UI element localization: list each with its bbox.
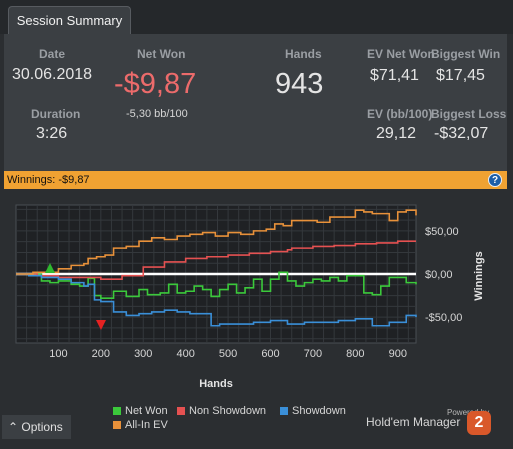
brand-logo-icon: 2 — [467, 411, 491, 435]
max-winnings-marker-icon — [45, 263, 55, 273]
x-axis-label: Hands — [199, 378, 233, 390]
min-winnings-marker-icon — [96, 320, 106, 330]
x-tick-label: 700 — [304, 348, 322, 360]
legend-label: Showdown — [292, 405, 346, 417]
ev-net-won-value: $71,41 — [370, 67, 419, 84]
x-tick-label: 400 — [176, 348, 194, 360]
legend-swatch — [113, 407, 121, 416]
hands-value: 943 — [275, 68, 324, 100]
legend-non-showdown: Non Showdown — [177, 405, 266, 417]
chart-series — [16, 209, 417, 327]
x-axis-ticks: 100 200 300 400 500 600 700 800 900 — [49, 348, 407, 360]
x-tick-label: 200 — [92, 348, 110, 360]
winnings-chart: 100 200 300 400 500 600 700 800 900 $50,00 $0,00 -… — [15, 204, 485, 390]
x-tick-label: 900 — [389, 348, 407, 360]
legend-label: All-In EV — [125, 419, 168, 431]
series-line-all-in-ev — [16, 209, 417, 275]
legend-label: Non Showdown — [189, 405, 267, 417]
y-axis-label: Winnings — [473, 251, 485, 300]
tab-session-summary[interactable]: Session Summary — [8, 6, 131, 34]
options-button[interactable]: ⌃ Options — [2, 415, 71, 439]
ev-net-won-label: EV Net Won — [367, 47, 435, 61]
biggest-win-value: $17,45 — [436, 67, 485, 84]
legend-all-in-ev: All-In EV — [113, 419, 168, 431]
chevron-up-icon: ⌃ — [8, 420, 19, 434]
x-tick-label: 800 — [346, 348, 364, 360]
y-tick-label: -$50,00 — [425, 312, 462, 324]
session-summary-panel: Date 30.06.2018 Net Won -$9,87 -5,30 bb/… — [4, 34, 507, 171]
winnings-label: Winnings: — [7, 174, 56, 186]
hands-label: Hands — [285, 47, 322, 61]
x-tick-label: 100 — [49, 348, 67, 360]
y-axis-ticks: $50,00 $0,00 -$50,00 — [425, 226, 462, 324]
net-won-label: Net Won — [137, 47, 186, 61]
series-line-net-won — [16, 271, 417, 299]
winnings-text: Winnings: -$9,87 — [7, 174, 90, 186]
y-tick-label: $0,00 — [425, 269, 453, 281]
biggest-loss-value: -$32,07 — [434, 125, 489, 142]
winnings-value: -$9,87 — [58, 174, 90, 186]
x-tick-label: 300 — [134, 348, 152, 360]
x-tick-label: 600 — [261, 348, 279, 360]
y-tick-label: $50,00 — [425, 226, 459, 238]
net-won-bb-value: -5,30 bb/100 — [126, 108, 188, 120]
net-won-value: -$9,87 — [114, 68, 197, 100]
legend-swatch — [177, 407, 185, 416]
ev-bb-value: 29,12 — [376, 125, 417, 142]
ev-bb-label: EV (bb/100) — [367, 107, 433, 121]
date-value: 30.06.2018 — [12, 66, 93, 83]
winnings-bar: Winnings: -$9,87 ? — [4, 171, 507, 189]
legend-label: Net Won — [125, 405, 168, 417]
help-icon[interactable]: ? — [488, 173, 502, 187]
options-label: Options — [21, 420, 63, 434]
legend-swatch — [113, 421, 121, 430]
legend-showdown: Showdown — [280, 405, 346, 417]
legend-net-won: Net Won — [113, 405, 168, 417]
series-line-non-showdown — [16, 240, 416, 280]
biggest-loss-label: Biggest Loss — [431, 107, 507, 121]
date-label: Date — [39, 47, 66, 61]
tab-bar: Session Summary — [0, 0, 513, 34]
legend-swatch — [280, 407, 288, 416]
duration-label: Duration — [31, 107, 81, 121]
x-tick-label: 500 — [219, 348, 237, 360]
chart-panel: 100 200 300 400 500 600 700 800 900 $50,00 $0,00 -… — [4, 189, 507, 444]
duration-value: 3:26 — [36, 125, 68, 142]
series-line-showdown — [16, 273, 417, 327]
brand-name: Hold'em Manager — [366, 415, 461, 429]
biggest-win-label: Biggest Win — [431, 47, 501, 61]
